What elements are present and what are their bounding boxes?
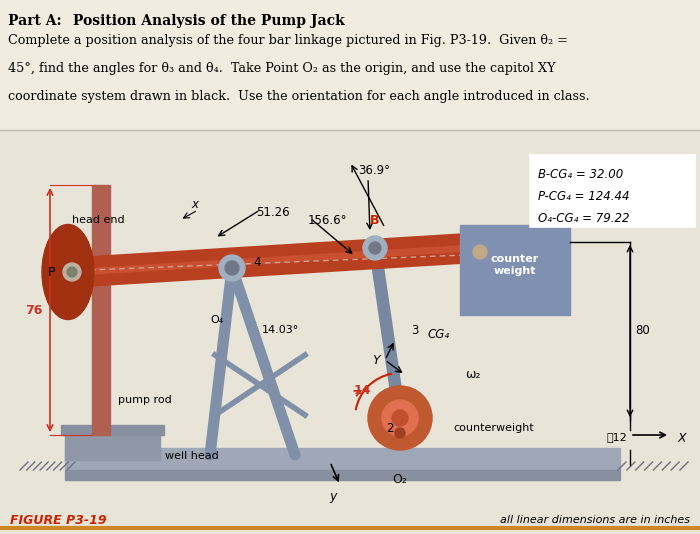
Ellipse shape — [42, 224, 94, 319]
Text: y: y — [329, 490, 337, 503]
Text: 14: 14 — [354, 383, 371, 397]
Circle shape — [363, 236, 387, 260]
Text: Complete a position analysis of the four bar linkage pictured in Fig. P3-19.  Gi: Complete a position analysis of the four… — [8, 34, 568, 47]
Bar — [65, 470, 620, 480]
Text: 36.9°: 36.9° — [358, 163, 390, 177]
Circle shape — [67, 267, 77, 277]
Text: all linear dimensions are in inches: all linear dimensions are in inches — [500, 515, 690, 525]
Text: ω₂: ω₂ — [465, 368, 480, 381]
Text: counter
weight: counter weight — [491, 254, 539, 276]
Bar — [460, 225, 570, 315]
Bar — [65, 435, 160, 460]
Bar — [65, 448, 620, 470]
Text: 2: 2 — [386, 421, 393, 435]
Text: head end: head end — [72, 215, 125, 225]
Circle shape — [369, 242, 381, 254]
Circle shape — [473, 245, 487, 259]
Text: coordinate system drawn in black.  Use the orientation for each angle introduced: coordinate system drawn in black. Use th… — [8, 90, 589, 103]
Text: O₄-CG₄ = 79.22: O₄-CG₄ = 79.22 — [538, 213, 629, 225]
Text: O₄: O₄ — [211, 315, 224, 325]
Bar — [0, 130, 700, 534]
Bar — [61, 425, 164, 435]
Text: P: P — [48, 265, 55, 279]
Text: B-CG₄ = 32.00: B-CG₄ = 32.00 — [538, 169, 623, 182]
Text: 14.03°: 14.03° — [262, 325, 300, 335]
Text: 45°, find the angles for θ₃ and θ₄.  Take Point O₂ as the origin, and use the ca: 45°, find the angles for θ₃ and θ₄. Take… — [8, 62, 556, 75]
Text: ⌒12: ⌒12 — [606, 432, 627, 442]
Text: 156.6°: 156.6° — [308, 214, 347, 226]
Text: x: x — [192, 199, 199, 211]
Bar — [530, 155, 695, 227]
Text: 4: 4 — [253, 255, 260, 269]
Text: Y: Y — [372, 354, 380, 366]
Text: FIGURE P3-19: FIGURE P3-19 — [10, 514, 106, 527]
Circle shape — [382, 400, 418, 436]
Bar — [92, 185, 110, 435]
Text: pump rod: pump rod — [118, 395, 172, 405]
Text: 3: 3 — [412, 324, 419, 336]
Text: Position Analysis of the Pump Jack: Position Analysis of the Pump Jack — [68, 14, 344, 28]
Text: Part A:: Part A: — [8, 14, 66, 28]
Text: X: X — [678, 432, 687, 445]
Circle shape — [392, 410, 408, 426]
Circle shape — [219, 255, 245, 281]
Text: O₂: O₂ — [393, 473, 407, 486]
Text: 76: 76 — [25, 303, 42, 317]
Circle shape — [395, 428, 405, 438]
Circle shape — [63, 263, 81, 281]
Text: counterweight: counterweight — [453, 423, 533, 433]
Text: CG₄: CG₄ — [428, 328, 450, 342]
Text: B: B — [370, 214, 379, 226]
Circle shape — [368, 386, 432, 450]
Text: 51.26: 51.26 — [256, 207, 290, 219]
Bar — [0, 0, 700, 130]
Text: P-CG₄ = 124.44: P-CG₄ = 124.44 — [538, 191, 629, 203]
Circle shape — [225, 261, 239, 275]
Text: well head: well head — [165, 451, 218, 461]
Text: 80: 80 — [635, 324, 650, 336]
